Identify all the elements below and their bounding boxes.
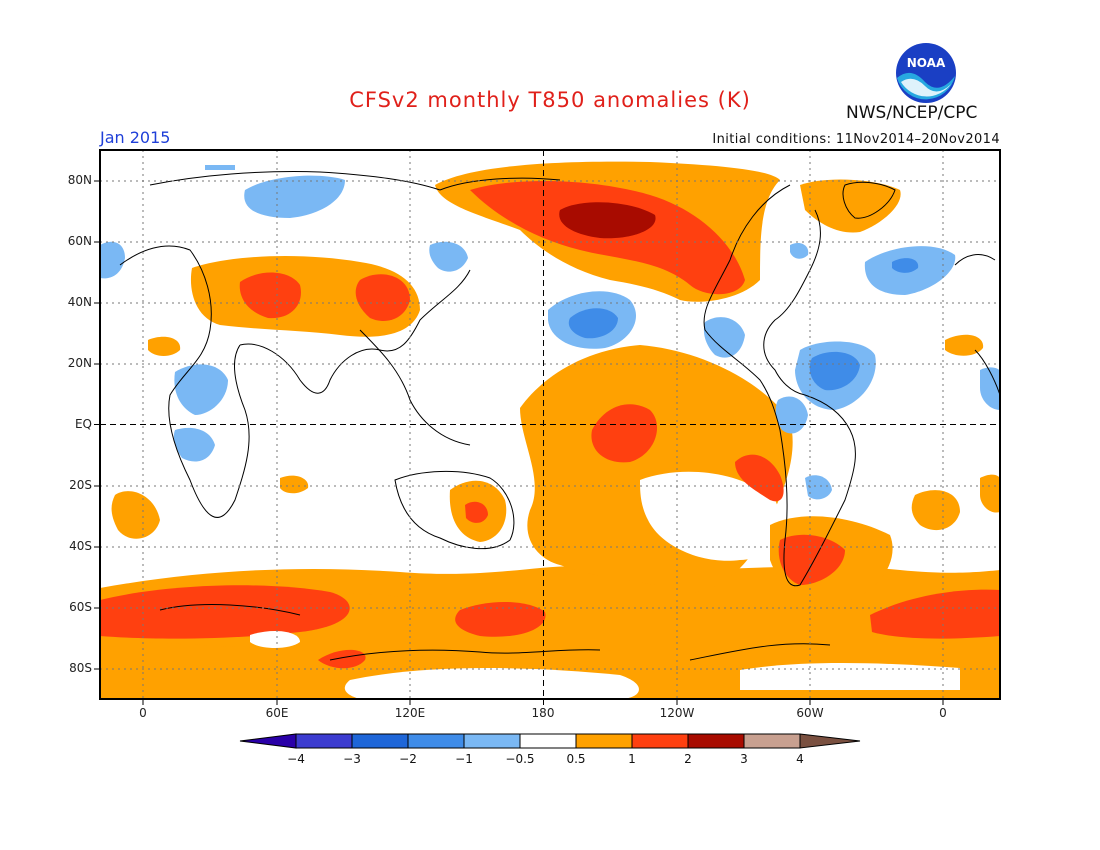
map-title: CFSv2 monthly T850 anomalies (K)	[349, 88, 751, 112]
strong-warm-central-pacific	[591, 404, 658, 463]
warm-spot-atlantic-east	[945, 334, 984, 356]
cool-region-africa-south	[173, 427, 215, 462]
lat-tick-label: 20S	[69, 478, 92, 492]
colorbar-segment-1-05	[463, 733, 521, 749]
colorbar-segment-lt-4	[239, 733, 297, 749]
noaa-logo: NOAA	[896, 43, 956, 103]
colorbar-tick-label: 2	[684, 752, 692, 766]
forecast-period: Jan 2015	[100, 128, 171, 147]
colorbar-segment-3-2	[351, 733, 409, 749]
warm-region-south-atlantic-east	[911, 490, 960, 531]
lat-tick-label: 60S	[69, 600, 92, 614]
map-grid	[100, 150, 1000, 699]
cool-center-north-atlantic	[892, 258, 919, 273]
cool-region-asia-pacific	[429, 241, 468, 272]
lat-tick-label: EQ	[74, 417, 92, 431]
lon-tick-label: 60W	[796, 706, 824, 720]
logo-text: NOAA	[907, 56, 946, 70]
lat-tick-label: 20N	[67, 356, 92, 370]
cool-region-europe-west	[100, 241, 125, 279]
colorbar-segment-2-3	[687, 733, 745, 749]
neutral-region-antarctica	[344, 668, 639, 699]
colorbar	[239, 733, 861, 749]
colorbar-tick-label: −1	[455, 752, 473, 766]
colorbar-tick-label: −2	[399, 752, 417, 766]
coastlines	[119, 171, 1000, 661]
lon-tick-label: 180	[531, 706, 555, 720]
warm-region-south-africa-west	[111, 491, 160, 539]
strong-warm-ross-sea	[318, 649, 366, 669]
lat-tick-label: 40N	[67, 295, 92, 309]
colorbar-segment-3-4	[743, 733, 801, 749]
lon-tick-label: 120E	[394, 706, 426, 720]
cool-region-arctic-europe	[244, 175, 345, 218]
colorbar-segment-05-1	[575, 733, 633, 749]
strong-warm-peru	[735, 454, 784, 502]
warm-spot-arabia	[148, 336, 181, 356]
strong-warm-argentina	[778, 534, 845, 585]
lat-tick-label: 80N	[67, 173, 92, 187]
colorbar-tick-label: 4	[796, 752, 804, 766]
very-strong-warm-chukotka	[559, 202, 656, 239]
cool-region-mexico	[703, 317, 745, 358]
colorbar-segment-gt-4	[799, 733, 861, 749]
initial-conditions: Initial conditions: 11Nov2014–20Nov2014	[712, 132, 1000, 147]
lon-tick-label: 60E	[265, 706, 289, 720]
cool-spot-rockies	[790, 243, 809, 259]
colorbar-tick-label: 0.5	[566, 752, 586, 766]
colorbar-segment-4-3	[295, 733, 353, 749]
warm-region-greenland	[800, 179, 901, 233]
strong-warm-southern-ocean-west	[100, 585, 350, 639]
cool-region-arctic-strip	[205, 165, 235, 170]
strong-warm-southern-ocean-central	[455, 601, 546, 637]
neutral-region-antarctica-west	[740, 663, 960, 690]
organization-label: NWS/NCEP/CPC	[846, 103, 978, 123]
colorbar-segment-2-1	[407, 733, 465, 749]
colorbar-tick-label: −3	[343, 752, 361, 766]
lat-tick-label: 80S	[69, 661, 92, 675]
neutral-region-south-pacific	[640, 471, 781, 561]
reference-lines	[100, 150, 1000, 699]
cool-center-north-pacific	[568, 308, 618, 339]
cool-center-atlantic	[809, 351, 860, 391]
colorbar-segment-neutral	[519, 733, 577, 749]
cool-region-africa-east	[174, 364, 228, 415]
lat-tick-label: 60N	[67, 234, 92, 248]
warm-spot-madagascar-east	[280, 475, 309, 494]
lat-tick-label: 40S	[69, 539, 92, 553]
warm-region-central-asia	[190, 256, 420, 337]
neutral-region-antarctica-east	[250, 630, 300, 648]
cool-region-brazil-south	[805, 475, 832, 500]
colorbar-tick-label: −0.5	[505, 752, 535, 766]
colorbar-tick-label: 1	[628, 752, 636, 766]
colorbar-tick-label: −4	[287, 752, 305, 766]
lon-tick-label: 0	[139, 706, 147, 720]
strong-warm-central-asia-east	[355, 274, 410, 321]
warm-region-africa-southeast	[980, 474, 1000, 513]
colorbar-tick-label: 3	[740, 752, 748, 766]
lon-tick-label: 120W	[659, 706, 695, 720]
colorbar-segment-1-2	[631, 733, 689, 749]
strong-warm-central-asia-west	[239, 272, 301, 319]
cool-region-east-edge	[980, 367, 1000, 410]
lon-tick-label: 0	[939, 706, 947, 720]
strong-warm-southern-ocean-east	[870, 589, 1000, 639]
strong-warm-australia	[465, 501, 488, 523]
